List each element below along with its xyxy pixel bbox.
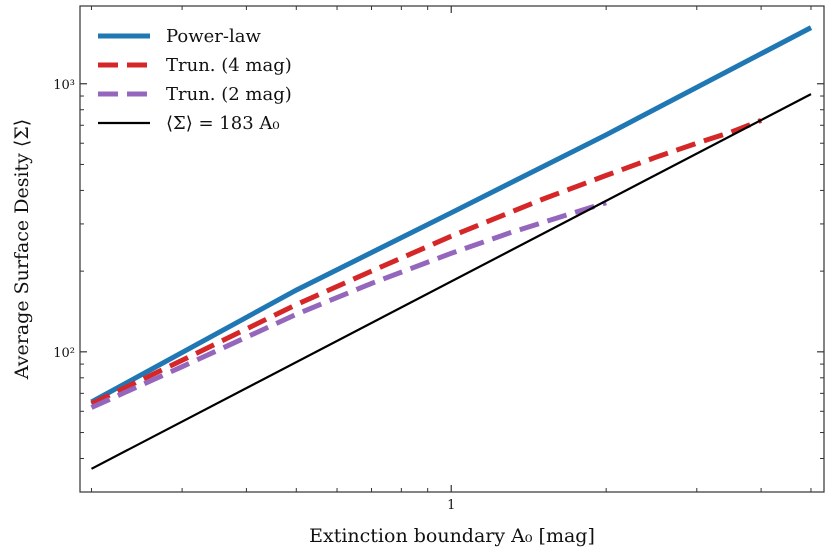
y-tick-label: 10³ <box>53 78 75 93</box>
legend-label: Trun. (2 mag) <box>166 84 292 105</box>
legend-label: Power-law <box>166 26 261 47</box>
plot-frame <box>79 5 825 493</box>
series-line-trun-4-mag <box>90 118 763 407</box>
legend-label: ⟨Σ⟩ = 183 A₀ <box>166 113 280 134</box>
series-line-183-a <box>90 93 812 470</box>
y-axis-label: Average Surface Desity ⟨Σ⟩ <box>11 119 33 380</box>
series-layer <box>90 25 813 470</box>
series-line-trun-2-mag <box>90 200 607 410</box>
tick-layer: 1 10² 10³ <box>53 6 824 513</box>
legend: Power-law Trun. (4 mag) Trun. (2 mag) ⟨Σ⟩ =… <box>98 26 292 134</box>
y-tick-label: 10² <box>53 346 75 361</box>
series-line-power-law <box>90 25 813 405</box>
legend-label: Trun. (4 mag) <box>166 55 292 76</box>
x-tick-label: 1 <box>447 498 455 513</box>
x-axis-label: Extinction boundary A₀ [mag] <box>309 525 595 547</box>
